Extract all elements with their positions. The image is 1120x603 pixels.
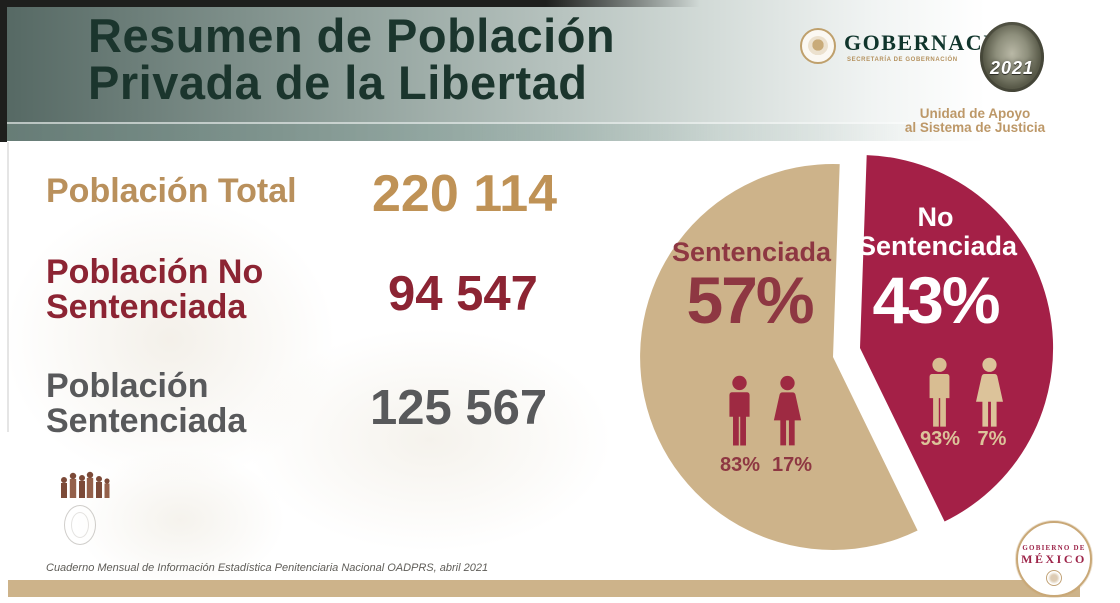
unit-line-1: Unidad de Apoyo bbox=[919, 106, 1031, 121]
title-line-1: Resumen de Población bbox=[88, 9, 616, 62]
male-pct-sentenciada: 83% bbox=[719, 454, 761, 476]
stat-label-poblacion-total: Población Total bbox=[46, 172, 297, 210]
unit-de-apoyo-label: Unidad de Apoyo al Sistema de Justicia bbox=[890, 107, 1060, 135]
stat-value-poblacion-total: 220 114 bbox=[372, 165, 558, 223]
slice-pct-no-sentenciada: 43% bbox=[872, 263, 1000, 337]
stat-label-poblacion-no-sentenciada: Población No Sentenciada bbox=[46, 253, 264, 326]
seal-line-1: GOBIERNO DE bbox=[1022, 544, 1086, 552]
male-pct-no-sentenciada: 93% bbox=[919, 428, 961, 450]
title-line-2: Privada de la Libertad bbox=[88, 56, 588, 109]
frame-edge-top bbox=[0, 0, 700, 7]
header-band: Resumen de Población Privada de la Liber… bbox=[0, 0, 1120, 141]
source-note: Cuaderno Mensual de Información Estadíst… bbox=[46, 562, 489, 574]
seal-line-2: MÉXICO bbox=[1021, 552, 1087, 566]
bottom-accent-bar bbox=[8, 580, 1080, 597]
frame-edge-left-faint bbox=[7, 142, 9, 432]
oadprs-emblem-icon bbox=[61, 471, 110, 498]
gobernacion-subtitle: SECRETARÍA DE GOBERNACIÓN bbox=[847, 57, 958, 63]
stat-value-poblacion-no-sentenciada: 94 547 bbox=[388, 267, 538, 321]
watermark-seal-outline bbox=[64, 505, 96, 545]
anniversary-2021-badge: 2021 bbox=[980, 22, 1044, 92]
female-pct-no-sentenciada: 7% bbox=[977, 428, 1007, 450]
unit-line-2: al Sistema de Justicia bbox=[904, 120, 1046, 135]
slice-label-sentenciada: Sentenciada bbox=[672, 237, 832, 267]
gobernacion-eagle-icon bbox=[800, 28, 836, 64]
gobierno-de-mexico-seal: GOBIERNO DE MÉXICO bbox=[1016, 521, 1092, 597]
female-pct-sentenciada: 17% bbox=[771, 454, 813, 476]
frame-edge-left bbox=[0, 0, 7, 142]
slice-pct-sentenciada: 57% bbox=[686, 263, 814, 337]
pie-slice-no-sentenciada bbox=[860, 155, 1054, 522]
stat-value-poblacion-sentenciada: 125 567 bbox=[370, 381, 548, 435]
page-title: Resumen de Población Privada de la Liber… bbox=[88, 12, 615, 106]
badge-year-label: 2021 bbox=[989, 58, 1035, 78]
slice-label-no-sentenciada: No Sentenciada bbox=[858, 202, 1018, 261]
pie-slice-sentenciada bbox=[640, 163, 918, 550]
stat-label-poblacion-sentenciada: Población Sentenciada bbox=[46, 367, 247, 440]
seal-eagle-icon bbox=[1046, 570, 1062, 586]
